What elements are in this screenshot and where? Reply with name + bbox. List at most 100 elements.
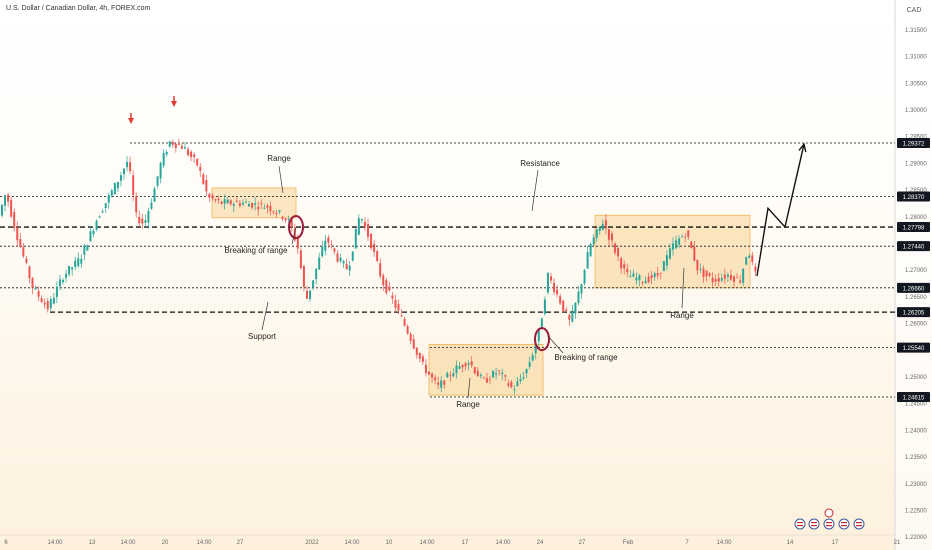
candle-body	[534, 343, 537, 354]
x-tick-label: 17	[462, 540, 469, 546]
event-flag-icon[interactable]	[808, 518, 820, 530]
candle-body	[34, 288, 37, 290]
candle-body	[385, 279, 388, 293]
x-tick-label: 17	[832, 540, 839, 546]
candle-body	[306, 290, 308, 299]
candle-body	[129, 162, 132, 172]
candle-body	[144, 220, 147, 223]
candle-body	[604, 220, 607, 229]
candle-body	[723, 274, 726, 279]
breakout-circle	[534, 327, 550, 352]
candle-body	[452, 373, 455, 377]
candle-body	[177, 144, 180, 146]
candle-body	[104, 203, 107, 209]
annotation-label: Breaking of range	[224, 246, 288, 255]
candle-body	[370, 233, 373, 249]
candle-body	[187, 149, 190, 156]
candle-body	[351, 251, 354, 261]
candle-body	[675, 240, 678, 249]
candle-body	[650, 275, 653, 279]
candle-body	[293, 228, 296, 241]
candle-body	[238, 203, 241, 206]
y-tick-label: 1.23500	[905, 455, 927, 461]
candle-body	[55, 286, 58, 297]
event-flag-icon[interactable]	[794, 518, 806, 530]
level-tag	[897, 307, 930, 318]
event-flag-icon[interactable]	[838, 518, 850, 530]
candle-body	[110, 190, 113, 196]
candle-body	[394, 299, 397, 308]
candle-body	[632, 273, 635, 277]
candle-body	[693, 246, 696, 261]
candle-body	[449, 375, 452, 377]
candle-body	[278, 210, 281, 212]
candle-body	[522, 377, 525, 379]
projection-path	[756, 144, 805, 277]
candle-body	[473, 367, 476, 374]
candle-body	[223, 199, 226, 204]
candle-body	[391, 295, 394, 299]
candle-body	[37, 291, 40, 297]
candle-body	[235, 200, 238, 202]
y-tick-label: 1.26500	[905, 295, 927, 301]
x-tick-label: 20	[162, 540, 169, 546]
event-flag-icon[interactable]	[823, 518, 835, 530]
event-flag-icon[interactable]	[824, 508, 834, 518]
candle-body	[135, 196, 138, 213]
candle-body	[476, 370, 479, 377]
candle-body	[1, 204, 3, 216]
annotation-label: Resistance	[520, 159, 560, 168]
level-tag	[897, 342, 930, 353]
candle-body	[510, 381, 513, 388]
candle-body	[58, 279, 61, 287]
candle-body	[711, 277, 714, 283]
x-tick-label: 14:00	[716, 540, 732, 546]
candle-body	[367, 224, 369, 237]
candle-body	[95, 220, 98, 230]
level-tag-label: 1.28370	[903, 195, 925, 201]
candle-body	[745, 257, 748, 265]
candle-body	[373, 243, 376, 252]
candle-body	[681, 236, 684, 238]
candle-body	[464, 363, 467, 367]
candle-body	[565, 309, 568, 311]
x-tick-label: 13	[89, 540, 96, 546]
candle-body	[556, 289, 559, 295]
y-tick-label: 1.25000	[905, 375, 927, 381]
annotation-pointer	[291, 226, 297, 245]
level-tag-label: 1.26205	[903, 311, 925, 317]
x-tick-label: 21	[894, 540, 901, 546]
candle-body	[440, 380, 443, 388]
candle-body	[492, 371, 495, 378]
candle-body	[113, 182, 116, 195]
candle-body	[516, 381, 519, 386]
candle-body	[479, 375, 482, 377]
y-tick-label: 1.26000	[905, 322, 927, 328]
candle-body	[245, 201, 247, 203]
candle-body	[180, 145, 183, 149]
candle-body	[748, 255, 751, 258]
candle-body	[595, 229, 598, 238]
annotation-pointer	[547, 335, 564, 354]
candle-body	[428, 371, 430, 375]
candle-body	[446, 373, 449, 378]
y-tick-label: 1.28000	[905, 215, 927, 221]
candle-body	[699, 268, 702, 270]
candle-body	[199, 166, 202, 171]
candle-body	[729, 275, 732, 280]
candle-body	[290, 219, 293, 227]
candle-body	[107, 194, 110, 203]
candle-body	[248, 203, 251, 207]
annotation-pointer	[531, 169, 539, 212]
candle-body	[638, 275, 641, 281]
candle-body	[376, 251, 379, 261]
event-flag-icon[interactable]	[853, 518, 865, 530]
candle-body	[751, 255, 754, 262]
candle-body	[254, 203, 257, 205]
candle-body	[196, 158, 199, 166]
candle-body	[40, 298, 43, 303]
candle-body	[614, 243, 617, 253]
candle-body	[98, 216, 101, 218]
y-tick-label: 1.24000	[905, 428, 927, 434]
